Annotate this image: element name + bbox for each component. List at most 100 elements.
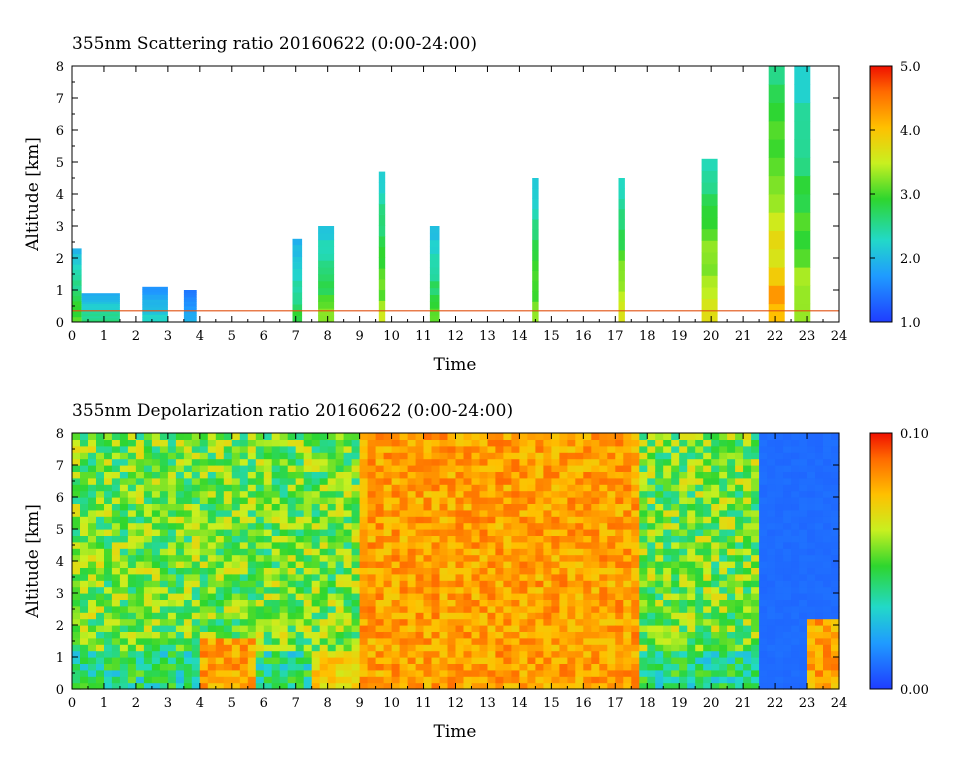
heatmap-cell xyxy=(104,509,113,517)
heatmap-cell xyxy=(183,637,193,645)
heatmap-cell xyxy=(215,644,225,652)
heatmap-cell xyxy=(623,599,632,607)
heatmap-cell xyxy=(223,637,233,645)
heatmap-cell xyxy=(719,618,728,626)
heatmap-cell xyxy=(631,465,640,472)
heatmap-cell xyxy=(239,497,249,504)
heatmap-cell xyxy=(735,663,744,671)
heatmap-cell xyxy=(199,631,209,639)
x-tick-label: 15 xyxy=(543,696,560,711)
heatmap-cell xyxy=(471,465,481,472)
heatmap-cell xyxy=(799,458,808,466)
heatmap-cell xyxy=(799,471,808,479)
heatmap-cell xyxy=(447,682,457,690)
heatmap-cell xyxy=(431,593,441,600)
heatmap-cell xyxy=(119,471,129,479)
heatmap-cell xyxy=(399,541,409,549)
heatmap-cell xyxy=(679,631,688,639)
heatmap-cell xyxy=(607,580,616,588)
heatmap-cell xyxy=(647,554,656,562)
heatmap-cell xyxy=(751,631,760,639)
heatmap-cell xyxy=(439,618,449,626)
heatmap-cell xyxy=(80,458,89,466)
heatmap-cell xyxy=(503,676,512,684)
heatmap-cell xyxy=(639,516,648,524)
heatmap-cell xyxy=(279,580,289,588)
heatmap-cell xyxy=(191,433,201,440)
heatmap-cell xyxy=(407,503,417,511)
heatmap-cell xyxy=(255,522,265,530)
heatmap-cell xyxy=(199,669,209,677)
heatmap-cell xyxy=(135,682,145,690)
heatmap-cell xyxy=(711,445,720,453)
heatmap-cell xyxy=(343,676,353,684)
heatmap-cell xyxy=(311,554,321,562)
heatmap-cell xyxy=(143,522,153,530)
heatmap-cell xyxy=(143,541,153,549)
heatmap-cell xyxy=(415,477,425,485)
heatmap-cell xyxy=(701,193,718,206)
heatmap-cell xyxy=(551,509,560,517)
heatmap-cell xyxy=(343,452,353,460)
heatmap-cell xyxy=(335,554,345,562)
y-tick-label: 8 xyxy=(56,60,64,75)
heatmap-cell xyxy=(391,503,401,511)
heatmap-cell xyxy=(351,490,361,498)
heatmap-cell xyxy=(104,471,113,479)
heatmap-cell xyxy=(151,439,161,447)
heatmap-cell xyxy=(831,669,840,677)
heatmap-cell xyxy=(303,618,313,626)
heatmap-cell xyxy=(791,657,800,664)
heatmap-cell xyxy=(391,663,401,671)
heatmap-cell xyxy=(735,567,744,575)
heatmap-cell xyxy=(351,497,361,504)
heatmap-cell xyxy=(727,637,736,645)
heatmap-cell xyxy=(479,637,489,645)
heatmap-cell xyxy=(183,669,193,677)
heatmap-cell xyxy=(135,458,145,466)
heatmap-cell xyxy=(655,573,664,581)
heatmap-cell xyxy=(783,503,792,511)
heatmap-cell xyxy=(831,522,840,530)
heatmap-cell xyxy=(407,477,417,485)
heatmap-cell xyxy=(88,567,97,575)
plot-frame xyxy=(71,65,840,323)
heatmap-cell xyxy=(415,650,425,658)
heatmap-cell xyxy=(159,612,169,620)
heatmap-cell xyxy=(295,503,305,511)
heatmap-cell xyxy=(583,625,592,632)
heatmap-cell xyxy=(695,669,704,677)
heatmap-cell xyxy=(647,490,656,498)
heatmap-cell xyxy=(511,554,520,562)
heatmap-cell xyxy=(319,593,329,600)
heatmap-cell xyxy=(391,567,401,575)
heatmap-cell xyxy=(615,541,624,549)
heatmap-cell xyxy=(292,310,303,317)
heatmap-cell xyxy=(479,529,489,536)
heatmap-cell xyxy=(167,471,177,479)
heatmap-cell xyxy=(671,541,680,549)
heatmap-cell xyxy=(831,650,840,658)
heatmap-cell xyxy=(503,669,512,677)
heatmap-cell xyxy=(399,439,409,447)
heatmap-cell xyxy=(247,625,257,632)
heatmap-cell xyxy=(559,509,568,517)
heatmap-cell xyxy=(519,663,528,671)
heatmap-cell xyxy=(823,644,832,652)
heatmap-cell xyxy=(599,541,608,549)
heatmap-cell xyxy=(551,637,560,645)
heatmap-cell xyxy=(295,490,305,498)
heatmap-cell xyxy=(88,605,97,613)
y-tick-label: 3 xyxy=(56,220,64,235)
heatmap-cell xyxy=(575,625,584,632)
heatmap-cell xyxy=(407,484,417,492)
heatmap-cell xyxy=(292,304,303,311)
heatmap-cell xyxy=(175,452,185,460)
heatmap-cell xyxy=(127,669,137,677)
heatmap-cell xyxy=(663,669,672,677)
heatmap-cell xyxy=(807,676,816,684)
heatmap-cell xyxy=(375,458,385,466)
heatmap-cell xyxy=(279,669,289,677)
heatmap-cell xyxy=(104,433,113,440)
heatmap-cell xyxy=(783,573,792,581)
